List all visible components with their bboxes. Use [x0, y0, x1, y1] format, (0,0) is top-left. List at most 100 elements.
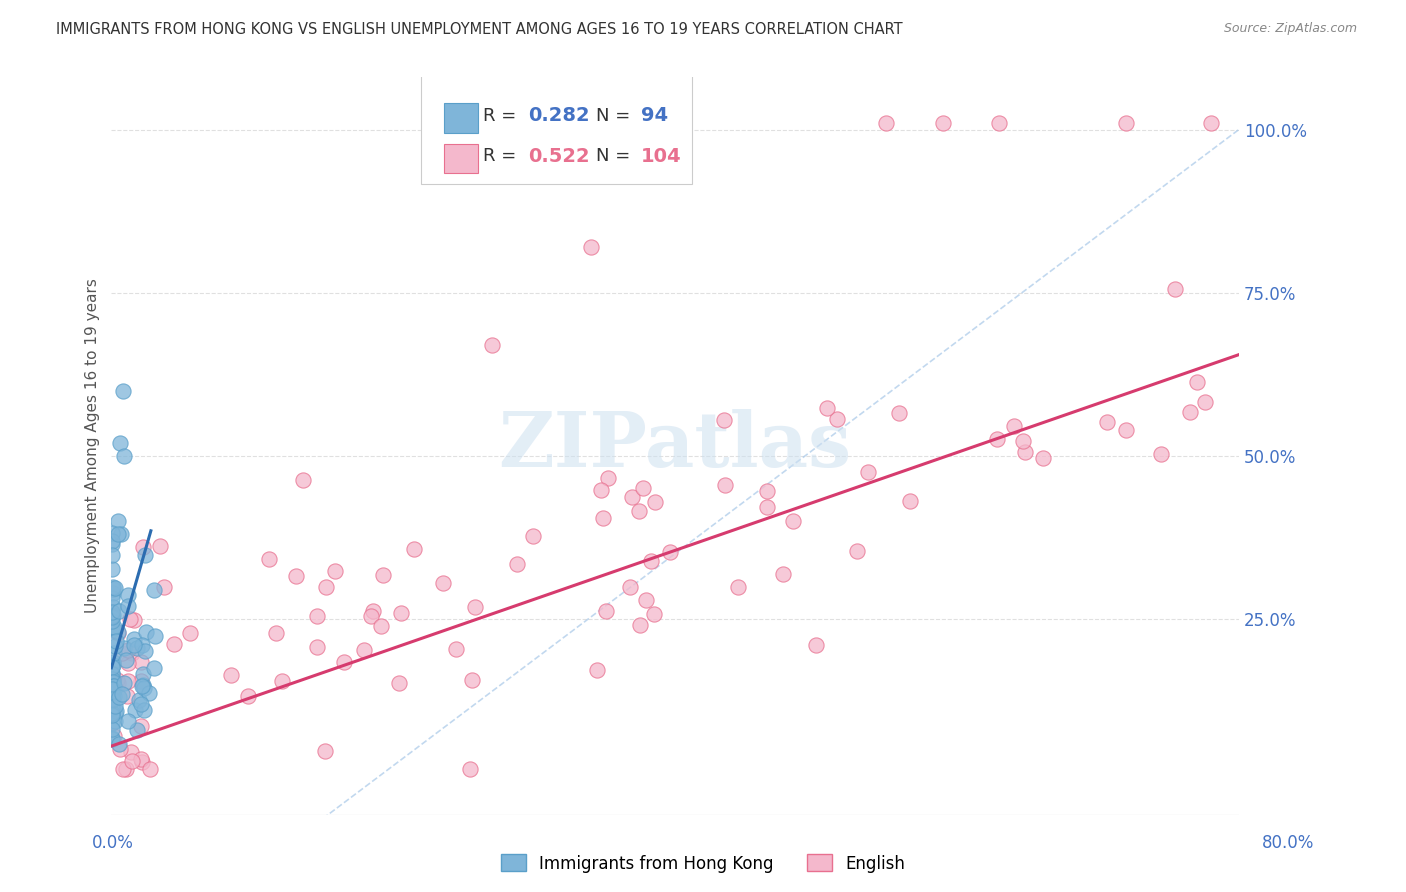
Point	[120, 746, 142, 760]
Point	[620, 490, 643, 504]
Point	[1011, 434, 1033, 449]
Point	[142, 582, 165, 597]
FancyBboxPatch shape	[422, 74, 692, 185]
Point	[134, 681, 156, 695]
Point	[103, 586, 125, 600]
Point	[986, 432, 1008, 446]
Point	[219, 668, 242, 682]
Point	[111, 646, 134, 660]
Point	[628, 504, 651, 518]
Text: N =: N =	[596, 107, 636, 125]
Legend: Immigrants from Hong Kong, English: Immigrants from Hong Kong, English	[494, 847, 912, 880]
Point	[101, 723, 124, 737]
Point	[107, 514, 129, 528]
Point	[804, 638, 827, 652]
Point	[461, 673, 484, 687]
Point	[103, 682, 125, 697]
Point	[129, 751, 152, 765]
Point	[104, 698, 127, 713]
Point	[101, 692, 124, 706]
Point	[402, 542, 425, 557]
Point	[129, 697, 152, 711]
Point	[101, 582, 124, 596]
Point	[727, 581, 749, 595]
Point	[887, 406, 910, 420]
Point	[114, 652, 136, 666]
Point	[107, 625, 129, 640]
Point	[117, 599, 139, 614]
Point	[371, 567, 394, 582]
Point	[107, 604, 129, 618]
Point	[117, 643, 139, 657]
Point	[658, 545, 681, 559]
Point	[101, 690, 124, 705]
Point	[284, 569, 307, 583]
Point	[104, 706, 127, 720]
Point	[101, 609, 124, 624]
Point	[628, 618, 651, 632]
Point	[129, 719, 152, 733]
Point	[332, 656, 354, 670]
Point	[134, 548, 156, 562]
Point	[619, 580, 641, 594]
Point	[636, 593, 658, 607]
Point	[112, 762, 135, 776]
Point	[121, 646, 143, 660]
Point	[143, 661, 166, 675]
Text: IMMIGRANTS FROM HONG KONG VS ENGLISH UNEMPLOYMENT AMONG AGES 16 TO 19 YEARS CORR: IMMIGRANTS FROM HONG KONG VS ENGLISH UNE…	[56, 22, 903, 37]
Point	[149, 539, 172, 553]
Point	[1032, 451, 1054, 466]
Point	[131, 679, 153, 693]
Text: 94: 94	[641, 106, 668, 125]
Text: 80.0%: 80.0%	[1263, 834, 1315, 852]
Point	[111, 384, 134, 398]
Point	[124, 703, 146, 717]
Point	[291, 473, 314, 487]
Point	[640, 554, 662, 568]
Point	[103, 700, 125, 714]
FancyBboxPatch shape	[444, 144, 478, 173]
Point	[101, 655, 124, 669]
Point	[1180, 405, 1202, 419]
Point	[101, 691, 124, 706]
Point	[103, 679, 125, 693]
Point	[117, 714, 139, 728]
Point	[101, 600, 124, 615]
Point	[101, 620, 124, 634]
Point	[152, 580, 174, 594]
Point	[644, 495, 666, 509]
Point	[101, 732, 124, 747]
Point	[522, 529, 544, 543]
Point	[121, 754, 143, 768]
Point	[131, 667, 153, 681]
Point	[1150, 447, 1173, 461]
Point	[360, 609, 382, 624]
Text: Source: ZipAtlas.com: Source: ZipAtlas.com	[1223, 22, 1357, 36]
Point	[1014, 445, 1036, 459]
Text: 104: 104	[641, 147, 682, 166]
Point	[236, 689, 259, 703]
Point	[101, 610, 124, 624]
Point	[132, 703, 155, 717]
Point	[988, 116, 1011, 130]
Point	[131, 756, 153, 770]
Y-axis label: Unemployment Among Ages 16 to 19 years: Unemployment Among Ages 16 to 19 years	[86, 278, 100, 614]
Point	[101, 708, 124, 723]
Point	[323, 565, 346, 579]
Point	[631, 481, 654, 495]
Point	[101, 591, 124, 606]
Point	[103, 646, 125, 660]
Point	[105, 673, 128, 687]
Point	[101, 690, 124, 704]
Point	[112, 641, 135, 656]
Point	[112, 675, 135, 690]
Point	[1115, 423, 1137, 437]
Point	[115, 762, 138, 776]
Point	[101, 674, 124, 689]
Point	[107, 625, 129, 640]
Point	[122, 632, 145, 647]
Point	[444, 641, 467, 656]
Point	[101, 562, 124, 576]
Point	[129, 673, 152, 688]
Point	[101, 706, 124, 721]
